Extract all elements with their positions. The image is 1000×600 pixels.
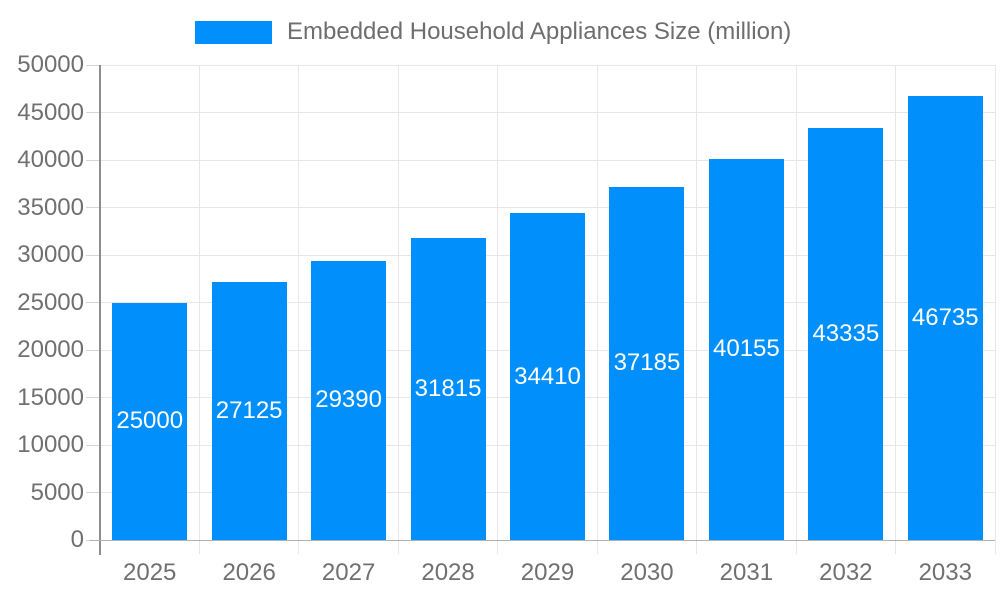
h-gridline xyxy=(100,64,995,66)
x-axis-tick xyxy=(397,540,399,554)
v-gridline xyxy=(497,65,499,540)
legend-item[interactable]: Embedded Household Appliances Size (mill… xyxy=(195,19,791,45)
y-axis-tick xyxy=(86,159,100,161)
bar: 46735 xyxy=(907,96,983,540)
v-gridline xyxy=(397,65,399,540)
x-tick-label: 2029 xyxy=(520,559,575,586)
y-axis-tick xyxy=(86,112,100,113)
y-axis-tick xyxy=(86,492,100,493)
bar-value-label: 43335 xyxy=(812,320,880,348)
bar: 31815 xyxy=(410,237,486,540)
bar-value-label: 27125 xyxy=(215,397,283,425)
bar: 40155 xyxy=(708,158,784,540)
x-axis-tick xyxy=(895,540,897,554)
h-gridline xyxy=(100,159,995,161)
x-tick-label: 2030 xyxy=(620,559,674,586)
bar-value-label: 46735 xyxy=(911,304,979,331)
y-tick-label: 45000 xyxy=(17,98,84,126)
bar-value-label: 37185 xyxy=(613,349,681,377)
bar-value-label: 29390 xyxy=(315,386,382,414)
y-tick-label: 40000 xyxy=(17,146,84,173)
y-tick-label: 15000 xyxy=(17,383,84,411)
v-gridline xyxy=(994,65,996,540)
y-axis-line xyxy=(99,65,101,555)
x-axis-line xyxy=(90,539,995,541)
x-tick-label: 2026 xyxy=(222,559,276,586)
x-tick-label: 2027 xyxy=(321,559,376,586)
y-axis-tick xyxy=(86,302,100,303)
x-axis-tick xyxy=(298,540,300,554)
x-tick-label: 2028 xyxy=(421,559,475,586)
y-axis-tick xyxy=(86,64,100,66)
v-gridline xyxy=(198,65,200,540)
x-tick-label: 2032 xyxy=(819,559,873,586)
y-tick-label: 30000 xyxy=(17,241,84,268)
bar: 43335 xyxy=(808,128,884,540)
bar: 34410 xyxy=(510,213,585,540)
h-gridline xyxy=(100,207,995,208)
x-axis-tick xyxy=(994,540,996,554)
y-tick-label: 25000 xyxy=(17,288,84,316)
y-tick-label: 5000 xyxy=(30,478,84,506)
y-tick-label: 35000 xyxy=(17,193,84,221)
bar-value-label: 25000 xyxy=(116,407,184,435)
y-axis-tick xyxy=(86,207,100,208)
legend-label: Embedded Household Appliances Size (mill… xyxy=(287,18,792,45)
v-gridline xyxy=(696,65,698,540)
y-tick-label: 10000 xyxy=(17,431,84,458)
y-axis-tick xyxy=(86,254,100,256)
h-gridline xyxy=(100,112,995,113)
bar: 27125 xyxy=(211,282,287,540)
y-axis-tick xyxy=(86,444,100,446)
y-axis-tick xyxy=(86,397,100,398)
x-tick-label: 2033 xyxy=(918,559,972,586)
x-axis-tick xyxy=(497,540,499,554)
v-gridline xyxy=(795,65,797,540)
y-tick-label: 20000 xyxy=(17,336,84,363)
v-gridline xyxy=(596,65,598,540)
x-axis-tick xyxy=(795,540,797,554)
x-axis-tick xyxy=(596,540,598,554)
y-tick-label: 50000 xyxy=(17,51,84,78)
v-gridline xyxy=(895,65,897,540)
x-tick-label: 2025 xyxy=(123,559,177,586)
bar-value-label: 31815 xyxy=(414,374,482,402)
x-tick-label: 2031 xyxy=(719,559,774,586)
bar: 25000 xyxy=(112,302,188,540)
bar-value-label: 40155 xyxy=(713,335,780,363)
bar: 37185 xyxy=(609,186,685,540)
v-gridline xyxy=(298,65,300,540)
x-axis-tick xyxy=(198,540,200,554)
bar-value-label: 34410 xyxy=(514,362,581,390)
legend-swatch xyxy=(195,20,272,44)
bar: 29390 xyxy=(311,260,387,540)
x-axis-tick xyxy=(696,540,698,554)
y-axis-tick xyxy=(86,349,100,351)
y-tick-label: 0 xyxy=(70,526,84,553)
